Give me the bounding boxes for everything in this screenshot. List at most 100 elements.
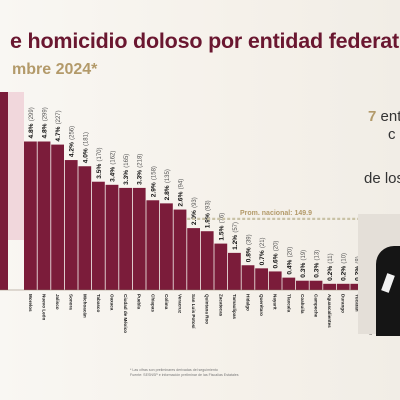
bar-percent-label: 3.3% <box>123 170 130 185</box>
category-label: Yucatán <box>354 294 359 312</box>
category-label: Hidalgo <box>246 294 251 311</box>
bar-count-label: (218) <box>138 154 144 168</box>
bar-percent-label: 0.3% <box>314 263 321 278</box>
category-label: Chiapas <box>150 294 155 312</box>
bar-percent-label: 4.8% <box>42 123 49 138</box>
bar-percent-label: 1.9% <box>205 213 212 228</box>
bar-percent-label: 1.2% <box>232 235 239 250</box>
bar <box>282 277 296 290</box>
category-label: Campeche <box>314 294 319 318</box>
category-label: Querétaro <box>259 294 264 316</box>
bar <box>228 252 241 290</box>
category-label: Veracruz <box>178 294 183 314</box>
bar <box>146 200 160 290</box>
bar-percent-label: 2.8% <box>164 185 171 200</box>
category-label: Ciudad de México <box>123 294 128 333</box>
bar <box>241 265 255 290</box>
bar-percent-label: 3.5% <box>96 164 103 179</box>
bar <box>214 243 228 290</box>
category-label: Tamaulipas <box>232 294 237 319</box>
bar <box>187 228 200 290</box>
bar-percent-label: 0.6% <box>273 253 280 268</box>
bar <box>24 141 37 290</box>
bar <box>336 283 350 290</box>
bar-percent-label: 0.2% <box>354 266 361 281</box>
bar-count-label: (93) <box>206 200 212 211</box>
bar-percent-label: 3.4% <box>110 167 117 182</box>
side-text-line3: de los <box>364 170 400 187</box>
speaker-photo <box>358 214 400 336</box>
side-text-number: 7 enti <box>368 108 400 125</box>
page-title: e homicidio doloso por entidad federativ <box>10 29 400 53</box>
bar-percent-label: 2.9% <box>150 182 157 197</box>
category-label: Aguascalientes <box>327 294 332 328</box>
category-label: Puebla <box>137 294 142 310</box>
bar-percent-label: 0.3% <box>300 263 307 278</box>
bar-count-label: (135) <box>165 169 171 183</box>
bar-count-label: (170) <box>97 148 103 162</box>
footnote-2: Fuente: SESNSP e información preliminar … <box>130 373 239 377</box>
bar-percent-label: 0.4% <box>286 259 293 274</box>
bar-partial <box>0 92 8 290</box>
bar-percent-label: 4.8% <box>28 123 35 138</box>
category-label: San Luis Potosí <box>191 294 196 329</box>
bar-percent-label: 0.8% <box>246 247 253 262</box>
bar-count-label: (11) <box>328 253 334 263</box>
bar-count-label: (158) <box>151 166 157 180</box>
category-label: Colima <box>164 294 169 310</box>
category-label: Tabasco <box>96 294 101 312</box>
bar-count-label: (20) <box>274 241 280 252</box>
side-text-line2: c <box>388 126 396 143</box>
category-label: Nayarit <box>273 294 278 310</box>
bar-count-label: (39) <box>247 234 253 245</box>
bar-percent-label: 2.6% <box>178 191 185 206</box>
category-label: Quintana Roo <box>205 294 210 324</box>
bar <box>255 268 268 290</box>
bar <box>323 283 336 290</box>
bar-count-label: (94) <box>179 179 185 190</box>
bars-layer <box>0 92 377 290</box>
bar-percent-label: 3.3% <box>137 170 144 185</box>
bar <box>37 141 51 290</box>
bar <box>309 280 323 290</box>
category-label: Jalisco <box>55 294 60 310</box>
bar <box>92 181 105 290</box>
category-label: Durango <box>341 294 346 313</box>
bar-count-label: (93) <box>192 197 198 208</box>
average-label: Prom. nacional: 149.9 <box>240 210 312 217</box>
page-subtitle: mbre 2024* <box>12 61 98 78</box>
footnote-1: * Las cifras son preliminares derivadas … <box>130 368 218 372</box>
bar-percent-label: 4.2% <box>69 142 76 157</box>
bar <box>132 187 146 290</box>
category-label: Oaxaca <box>110 294 115 311</box>
bar <box>200 231 214 290</box>
bar-count-label: (13) <box>315 250 321 261</box>
bar-count-label: (299) <box>29 107 35 121</box>
bar-percent-label: 1.5% <box>218 225 225 240</box>
bar-percent-label: 2.0% <box>191 210 198 225</box>
bar <box>105 184 119 290</box>
bar <box>160 203 173 290</box>
category-label: Michoacán <box>82 294 87 318</box>
bar <box>296 280 309 290</box>
bar-percent-label: 4.7% <box>55 126 62 141</box>
bar <box>119 187 132 290</box>
category-label: Tlaxcala <box>286 294 291 313</box>
bar-count-label: (299) <box>43 107 49 121</box>
category-label: Nuevo León <box>42 294 47 320</box>
bar-percent-label: 0.2% <box>327 266 334 281</box>
bar-percent-label: 0.7% <box>259 250 266 265</box>
bar <box>173 209 187 290</box>
bar-count-label: (256) <box>70 126 76 140</box>
bar <box>64 160 78 290</box>
bar-count-label: (57) <box>233 222 239 233</box>
bar <box>350 283 364 290</box>
category-label: Zacatecas <box>218 294 223 317</box>
bar-count-label: (19) <box>301 250 307 261</box>
bar-percent-label: 4.0% <box>82 148 89 163</box>
bar-count-label: (227) <box>56 110 62 124</box>
bar-count-label: (10) <box>342 253 348 264</box>
bar-count-label: (181) <box>83 132 89 146</box>
category-label: Sonora <box>69 294 74 310</box>
